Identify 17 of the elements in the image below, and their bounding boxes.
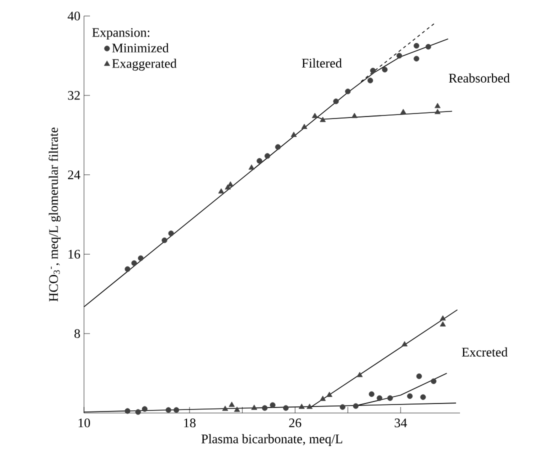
annotation: Filtered — [302, 58, 342, 68]
y-tick-label: 40 — [68, 12, 80, 20]
x-tick-label: 26 — [289, 418, 302, 428]
y-tick-label: 16 — [68, 250, 80, 259]
legend-label: Minimized — [112, 43, 169, 52]
y-tick-label: 32 — [68, 91, 80, 100]
y-tick-label: 24 — [68, 170, 80, 180]
x-tick-label: 18 — [184, 418, 196, 428]
legend-label: Exaggerated — [112, 58, 177, 71]
x-tick-label: 10 — [78, 418, 90, 428]
x-tick-label: 34 — [394, 418, 407, 428]
x-axis-title: Plasma bicarbonate, meq/L — [201, 434, 342, 446]
y-axis-title: HCO$_{3}$$^{-}$, meq/L glomerular filtrate — [48, 128, 61, 302]
y-tick-label: 8 — [74, 329, 80, 338]
legend-title: Expansion: — [92, 28, 150, 40]
annotation: Reabsorbed — [448, 73, 510, 83]
text: Excreted — [462, 347, 508, 357]
